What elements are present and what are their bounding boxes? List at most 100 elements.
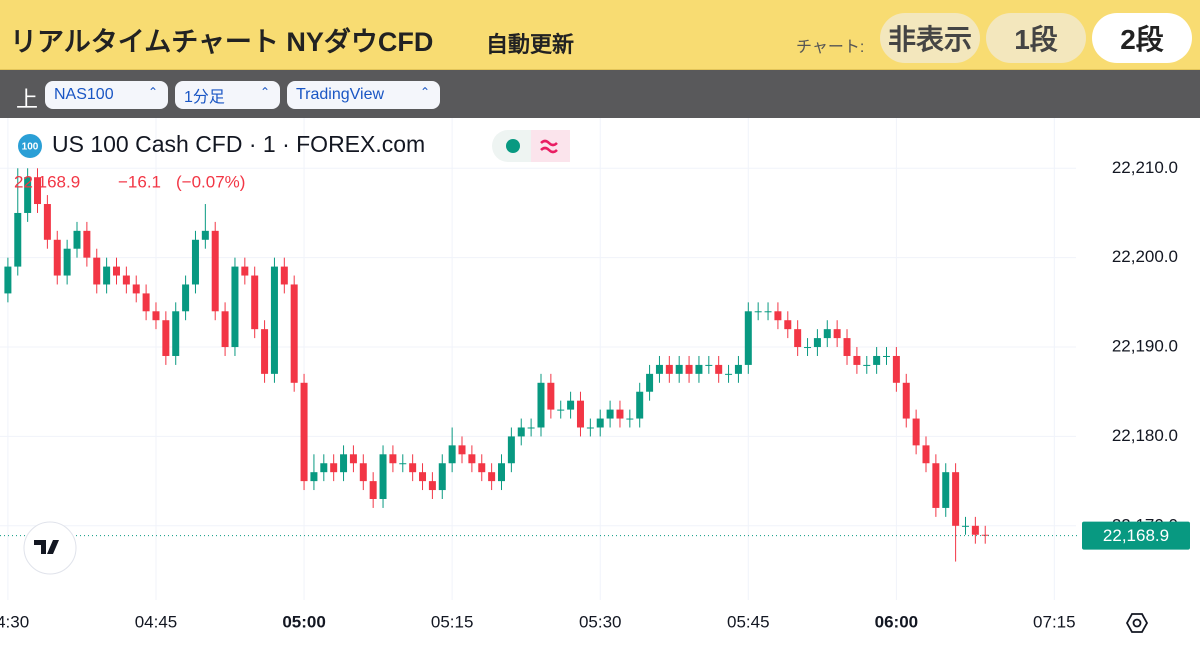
candles (4, 168, 989, 562)
subtitle: 自動更新 (486, 32, 575, 57)
candle-body (626, 418, 634, 420)
candle-body (93, 257, 101, 285)
candle-body (438, 463, 446, 491)
hide-button[interactable]: 非表示 (880, 13, 980, 63)
candle-body (725, 373, 733, 375)
candle-body (655, 364, 663, 374)
candle-body (764, 311, 772, 313)
candle-body (586, 427, 594, 429)
candle-body (784, 320, 792, 330)
candle-body (419, 472, 427, 482)
candle-body (359, 463, 367, 482)
title: リアルタイムチャート NYダウCFD (10, 27, 434, 57)
candle-body (863, 364, 871, 366)
candle-body (191, 239, 199, 285)
candle-body (280, 266, 288, 285)
x-tick-label: 05:45 (727, 612, 770, 631)
candle-body (537, 382, 545, 428)
candle-body (349, 454, 357, 464)
x-tick-label: 05:00 (282, 612, 325, 631)
candle-body (774, 311, 782, 321)
two-row-button[interactable]: 2段 (1092, 13, 1192, 63)
candle-body (833, 329, 841, 339)
status-pill-right (531, 130, 570, 162)
candle-body (547, 382, 555, 410)
candle-body (675, 364, 683, 374)
candle-body (152, 311, 160, 321)
candle-body (527, 427, 535, 429)
last-price-box (1082, 521, 1190, 550)
candle-body (813, 338, 821, 348)
candle-body (132, 284, 140, 294)
candle-body (794, 329, 802, 348)
chart: 22,170.022,180.022,190.022,200.022,210.0… (0, 118, 1190, 633)
position-label: 上 (16, 87, 39, 112)
candle-body (63, 248, 71, 276)
candle-body (567, 400, 575, 410)
header: リアルタイムチャート NYダウCFD 自動更新 チャート: 非表示 1段 2段 (0, 0, 1200, 70)
candle-body (14, 212, 22, 267)
candle-body (478, 463, 486, 473)
candle-body (922, 445, 930, 464)
candle-body (300, 382, 308, 482)
candle-body (981, 534, 989, 536)
candle-body (389, 454, 397, 464)
candle-body (172, 311, 180, 356)
candle-body (53, 239, 61, 276)
x-tick-label: 07:15 (1033, 612, 1076, 631)
candle-body (83, 230, 91, 258)
candle-body (497, 463, 505, 482)
candle-body (231, 266, 239, 348)
candle-body (468, 454, 476, 464)
candle-body (873, 355, 881, 365)
candle-body (853, 355, 861, 365)
candle-body (932, 463, 940, 508)
candle-body (458, 445, 466, 455)
candle-body (665, 364, 673, 374)
candle-body (73, 230, 81, 249)
x-tick-label: 04:45 (135, 612, 178, 631)
market-open-dot (506, 139, 520, 153)
interval-select[interactable]: 1分足 (175, 81, 280, 109)
x-tick-label: 06:00 (875, 612, 918, 631)
x-tick-label: 05:15 (431, 612, 474, 631)
candle-body (883, 355, 891, 357)
candle-body (399, 463, 407, 465)
candle-body (576, 400, 584, 428)
source-select[interactable]: TradingView (287, 81, 440, 109)
candle-body (122, 275, 130, 285)
candle-body (488, 472, 496, 482)
one-row-button[interactable]: 1段 (986, 13, 1086, 63)
delay-icon (540, 139, 558, 154)
candle-body (290, 284, 298, 383)
candle-body (606, 409, 614, 419)
candle-body (409, 463, 417, 473)
legend-percent: (−0.07%) (176, 172, 245, 191)
tv-logo-mark (34, 540, 59, 554)
legend-values: 22,168.9 −16.1 (−0.07%) (14, 172, 245, 191)
candle-body (971, 525, 979, 535)
candle-body (261, 329, 269, 374)
candle-body (685, 364, 693, 374)
symbol-badge (18, 134, 42, 158)
candle-body (912, 418, 920, 446)
candle-body (557, 409, 565, 411)
candle-body (715, 364, 723, 374)
legend-price: 22,168.9 (14, 172, 80, 191)
candle-body (379, 454, 387, 499)
badge-text: 100 (22, 142, 39, 153)
y-tick-label: 22,190.0 (1112, 337, 1178, 356)
settings-icon[interactable] (1125, 613, 1149, 633)
candle-body (340, 454, 348, 473)
candle-body (804, 347, 812, 349)
chart-label: チャート: (796, 39, 865, 56)
candle-body (892, 355, 900, 383)
candle-body (823, 329, 831, 339)
y-tick-label: 22,210.0 (1112, 158, 1178, 177)
candle-body (310, 472, 318, 482)
candle-body (517, 427, 525, 437)
symbol-select[interactable]: NAS100 (45, 81, 168, 109)
candle-body (843, 338, 851, 356)
candle-body (201, 230, 209, 240)
